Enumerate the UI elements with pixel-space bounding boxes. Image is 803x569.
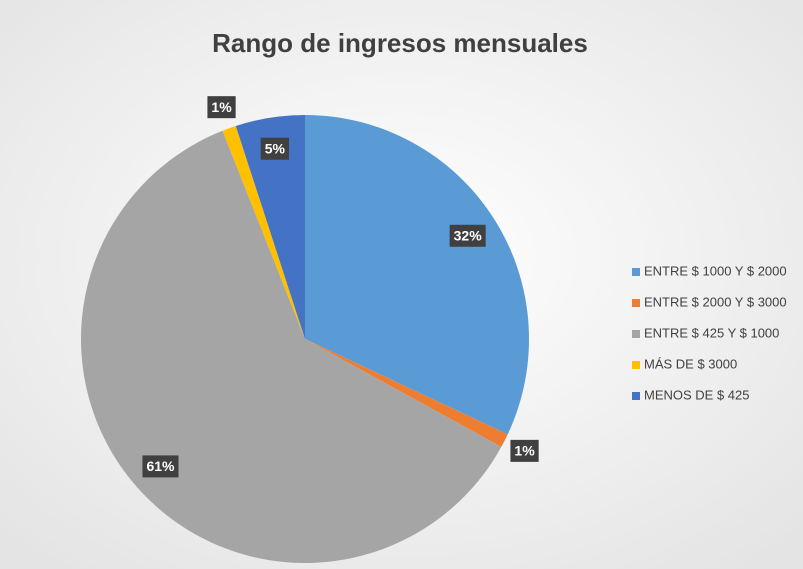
legend-label: MÁS DE $ 3000	[644, 356, 737, 371]
pie-slice	[80, 130, 502, 564]
chart-title: Rango de ingresos mensuales	[212, 28, 588, 58]
pie-slice	[305, 339, 508, 447]
data-label: 61%	[146, 458, 175, 474]
pie-slice	[222, 125, 305, 339]
legend-swatch	[632, 268, 640, 276]
pie-slice	[305, 115, 530, 435]
legend-swatch	[632, 361, 640, 369]
legend-label: ENTRE $ 425 Y $ 1000	[644, 325, 779, 340]
data-label-box	[207, 96, 236, 119]
data-label: 32%	[454, 227, 483, 243]
data-label-box	[510, 439, 539, 462]
legend-label: ENTRE $ 1000 Y $ 2000	[644, 263, 787, 278]
legend-swatch	[632, 330, 640, 338]
data-label: 1%	[211, 99, 232, 115]
legend-swatch	[632, 392, 640, 400]
legend-swatch	[632, 299, 640, 307]
data-label-box	[260, 137, 289, 160]
data-label: 5%	[265, 140, 286, 156]
legend-label: ENTRE $ 2000 Y $ 3000	[644, 294, 787, 309]
data-label: 1%	[514, 443, 535, 459]
data-label-box	[449, 224, 486, 247]
pie-slice	[235, 115, 305, 339]
data-label-box	[142, 455, 179, 478]
legend-label: MENOS DE $ 425	[644, 387, 750, 402]
